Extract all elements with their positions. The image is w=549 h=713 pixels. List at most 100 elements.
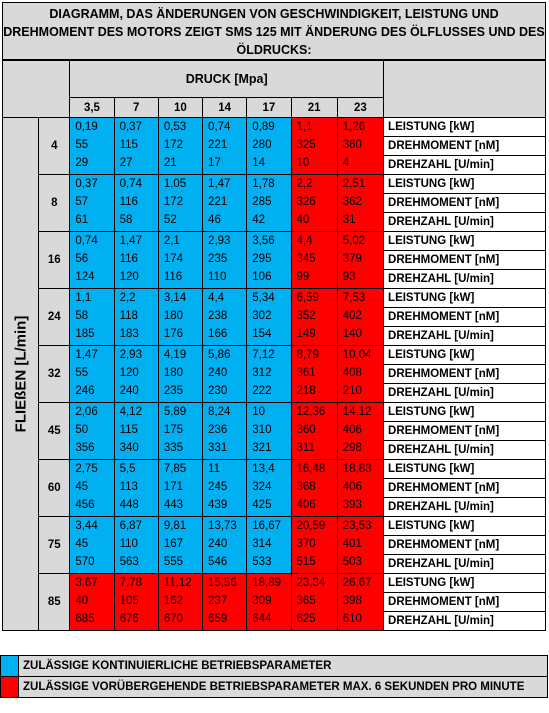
value-cell-temporary: 8,79 361 218 [290,345,338,403]
torque-value: 406 [342,481,362,493]
torque-value: 295 [252,253,272,265]
speed-value: 439 [208,499,228,511]
torque-value: 235 [208,253,228,265]
pressure-value: 23 [336,97,385,118]
value-cell-permitted: 0,74 116 58 [113,174,159,232]
torque-value: 365 [296,595,316,607]
power-value: 4,4 [296,235,313,247]
torque-value: 398 [342,595,362,607]
power-value: 5,34 [252,292,275,304]
flow-axis-text: FLIEßEN [L/min] [12,315,30,433]
speed-value: 99 [296,271,310,283]
speed-value: 93 [342,271,356,283]
value-cell-temporary: 6,59 352 149 [290,288,338,346]
value-cell-permitted: 16,67 314 533 [246,516,292,574]
value-cell-permitted: 2,2 118 183 [113,288,159,346]
speed-value: 685 [75,613,95,625]
legend-text: ZULÄSSIGE KONTINUIERLICHE BETRIEBSPARAME… [19,656,547,676]
value-cell-temporary: 14,12 406 298 [336,402,385,460]
value-cell-temporary: 16,48 368 406 [290,459,338,517]
speed-label: DREHZAHL [U/min] [388,159,494,171]
speed-value: 230 [208,385,228,397]
power-value: 5,5 [119,463,136,475]
flow-value: 16 [38,231,71,289]
power-value: 7,78 [119,577,142,589]
power-value: 13,73 [208,520,237,532]
pressure-value: 3,5 [69,97,115,118]
power-value: 2,06 [75,406,98,418]
value-cell-permitted: 8,24 236 331 [202,402,248,460]
torque-value: 368 [296,481,316,493]
torque-value: 57 [75,196,89,208]
legend-text: ZULÄSSIGE VORÜBERGEHENDE BETRIEBSPARAMET… [19,677,547,697]
speed-value: 183 [119,328,139,340]
speed-value: 116 [163,271,183,283]
torque-value: 40 [75,595,89,607]
torque-value: 345 [296,253,316,265]
power-value: 2,2 [119,292,136,304]
speed-value: 10 [296,157,310,169]
value-cell-permitted: 0,19 55 29 [69,117,115,175]
power-value: 0,89 [252,121,275,133]
speed-value: 17 [208,157,221,169]
speed-value: 625 [296,613,316,625]
power-value: 5,86 [208,349,231,361]
value-cell-permitted: 1,47 116 120 [113,231,159,289]
power-value: 11 [208,463,220,475]
torque-value: 360 [296,424,316,436]
speed-value: 670 [163,613,183,625]
value-cell-permitted: 0,37 57 61 [69,174,115,232]
value-cell-temporary: 20,59 370 515 [290,516,338,574]
torque-label: DREHMOMENT [nM] [384,137,545,156]
value-cell-permitted: 5,86 240 230 [202,345,248,403]
value-cell-temporary: 7,53 402 140 [336,288,385,346]
power-value: 5,02 [342,235,366,247]
power-value: 0,74 [75,235,98,247]
document: DIAGRAMM, DAS ÄNDERUNGEN VON GESCHWINDIG… [1,2,546,631]
speed-value: 110 [208,271,227,283]
torque-value: 237 [208,595,228,607]
value-cell-permitted: 0,37 115 27 [113,117,159,175]
speed-value: 240 [119,385,139,397]
value-cell-permitted: 2,93 235 110 [202,231,248,289]
row-label-cell: LEISTUNG [kW] DREHMOMENT [nM] DREHZAHL [U/… [383,231,546,289]
value-cell-permitted: 2,1 174 116 [157,231,204,289]
torque-value: 50 [75,424,89,436]
speed-value: 14 [252,157,266,169]
pressure-value: 14 [202,97,248,118]
power-value: 2,51 [342,178,366,190]
power-value: 1,26 [342,121,366,133]
power-value: 16,67 [252,520,282,532]
value-cell-permitted: 4,19 180 235 [157,345,204,403]
torque-value: 370 [296,538,316,550]
torque-value: 379 [342,253,362,265]
power-value: 14,12 [342,406,372,418]
power-value: 1,47 [208,178,231,190]
flow-row: 32 1,47 55 246 2,93 120 240 4,19 180 235 5,86 240 23… [3,345,546,403]
flow-value: 75 [38,516,71,574]
value-cell-permitted: 2,75 45 456 [69,459,115,517]
speed-value: 149 [296,328,316,340]
speed-value: 356 [75,442,95,454]
value-cell-permitted: 10 310 321 [246,402,292,460]
pressure-value: 21 [290,97,338,118]
value-cell-temporary: 26,67 398 610 [336,573,385,631]
power-value: 13,4 [252,463,275,475]
power-label: LEISTUNG [kW] [384,460,545,479]
speed-value: 298 [342,442,362,454]
torque-label: DREHMOMENT [nM] [384,308,545,327]
power-value: 2,93 [119,349,142,361]
torque-value: 120 [119,367,139,379]
torque-value: 221 [208,196,228,208]
power-value: 4,4 [208,292,225,304]
power-label: LEISTUNG [kW] [384,574,545,593]
speed-value: 311 [296,442,315,454]
flow-row: 60 2,75 45 456 5,5 113 448 7,85 171 443 11 245 439 13… [3,459,546,517]
power-value: 3,44 [75,520,98,532]
speed-value: 235 [163,385,183,397]
label-header-cell [383,60,546,118]
row-label-cell: LEISTUNG [kW] DREHMOMENT [nM] DREHZAHL [U/… [383,573,546,631]
power-value: 0,53 [163,121,187,133]
power-label: LEISTUNG [kW] [384,175,545,194]
torque-value: 236 [208,424,228,436]
